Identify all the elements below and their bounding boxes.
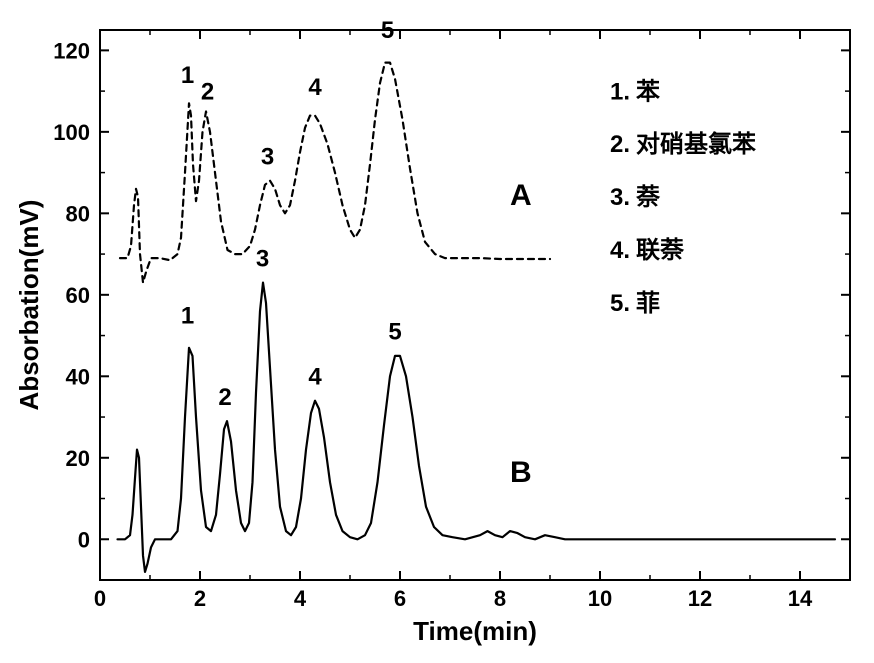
x-axis-title: Time(min) (413, 616, 537, 646)
legend-num-1: 1. (610, 78, 630, 105)
peak-label-A-1: 1 (181, 62, 194, 89)
svg-text:10: 10 (588, 586, 612, 611)
svg-text:120: 120 (53, 38, 90, 63)
y-axis-title: Absorbation(mV) (14, 200, 44, 411)
peak-label-A-2: 2 (201, 78, 214, 105)
svg-text:20: 20 (66, 446, 90, 471)
peak-label-B-4: 4 (308, 363, 322, 390)
svg-text:6: 6 (394, 586, 406, 611)
legend-text-2: 对硝基氯苯 (636, 130, 756, 158)
peak-label-B-2: 2 (218, 384, 231, 411)
trace-B (118, 283, 836, 572)
legend-num-4: 4. (610, 237, 630, 264)
legend-num-2: 2. (610, 131, 630, 158)
peak-label-B-3: 3 (256, 245, 269, 272)
legend-text-5: 菲 (636, 290, 660, 317)
peak-label-A-5: 5 (381, 17, 394, 44)
svg-text:4: 4 (294, 586, 307, 611)
peak-label-A-4: 4 (308, 74, 322, 101)
legend-num-5: 5. (610, 290, 630, 317)
svg-text:100: 100 (53, 120, 90, 145)
legend-text-1: 苯 (635, 78, 660, 105)
trace-A (120, 63, 550, 283)
trace-label-B: B (510, 456, 532, 489)
svg-text:40: 40 (66, 364, 90, 389)
svg-text:8: 8 (494, 586, 506, 611)
chromatogram-chart: 02468101214020406080100120Time(min)Absor… (0, 0, 874, 663)
peak-label-B-1: 1 (181, 302, 194, 329)
peak-label-B-5: 5 (388, 319, 401, 346)
svg-text:12: 12 (688, 586, 712, 611)
svg-text:80: 80 (66, 201, 90, 226)
svg-text:14: 14 (788, 586, 813, 611)
trace-label-A: A (510, 179, 532, 212)
legend-text-3: 萘 (635, 184, 661, 211)
svg-text:60: 60 (66, 283, 90, 308)
legend-text-4: 联萘 (636, 237, 685, 264)
legend-num-3: 3. (610, 184, 630, 211)
svg-text:0: 0 (78, 527, 90, 552)
chart-svg: 02468101214020406080100120Time(min)Absor… (0, 0, 874, 663)
svg-text:2: 2 (194, 586, 206, 611)
svg-text:0: 0 (94, 586, 106, 611)
peak-label-A-3: 3 (261, 143, 274, 170)
